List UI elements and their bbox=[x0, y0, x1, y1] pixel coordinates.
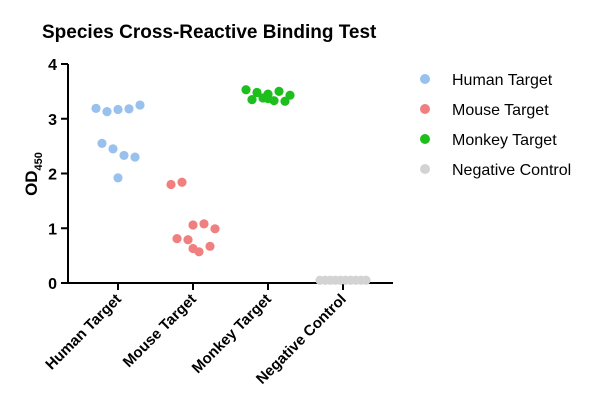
data-point bbox=[102, 107, 112, 117]
data-point bbox=[361, 275, 371, 285]
y-axis-label: OD450 bbox=[22, 152, 45, 196]
x-tick-label: Human Target bbox=[42, 291, 125, 374]
y-tick-label: 2 bbox=[48, 167, 57, 184]
data-point bbox=[188, 243, 198, 254]
legend-label: Negative Control bbox=[452, 162, 571, 179]
data-point bbox=[247, 94, 257, 105]
data-point bbox=[241, 85, 251, 95]
y-axis-label-subscript: 450 bbox=[33, 152, 45, 170]
data-point bbox=[130, 152, 140, 162]
data-point bbox=[119, 150, 129, 161]
legend-marker bbox=[420, 104, 430, 114]
data-point bbox=[113, 173, 123, 183]
data-point bbox=[280, 96, 290, 106]
data-point bbox=[274, 86, 284, 96]
legend: Human Target Mouse Target Monkey Target Neg… bbox=[420, 72, 571, 179]
y-tick-label: 4 bbox=[48, 57, 57, 74]
data-point bbox=[124, 104, 134, 114]
data-point bbox=[135, 100, 145, 110]
data-point bbox=[205, 241, 215, 251]
legend-marker bbox=[420, 164, 430, 174]
data-point bbox=[91, 103, 101, 113]
y-tick-label: 3 bbox=[48, 112, 57, 129]
y-axis-label-main: OD bbox=[22, 170, 41, 196]
legend-label: Mouse Target bbox=[452, 102, 549, 119]
y-tick-label: 0 bbox=[48, 276, 57, 293]
data-point bbox=[172, 234, 182, 244]
legend-marker bbox=[420, 134, 430, 144]
data-point bbox=[97, 138, 107, 148]
data-point bbox=[113, 104, 123, 115]
data-point bbox=[252, 87, 262, 98]
data-point bbox=[166, 179, 176, 190]
chart-title: Species Cross-Reactive Binding Test bbox=[42, 22, 377, 43]
data-point bbox=[263, 93, 273, 104]
data-point bbox=[188, 220, 198, 230]
legend-label: Monkey Target bbox=[452, 132, 557, 149]
x-tick-label: Mouse Target bbox=[120, 291, 200, 371]
legend-label: Human Target bbox=[452, 72, 553, 89]
data-point bbox=[183, 235, 193, 245]
legend-marker bbox=[420, 74, 430, 84]
y-tick-label: 1 bbox=[48, 221, 57, 238]
data-point bbox=[177, 177, 187, 187]
data-point bbox=[108, 144, 118, 154]
data-point bbox=[199, 219, 209, 229]
data-point bbox=[210, 224, 220, 234]
x-tick-label: Monkey Target bbox=[189, 291, 275, 377]
